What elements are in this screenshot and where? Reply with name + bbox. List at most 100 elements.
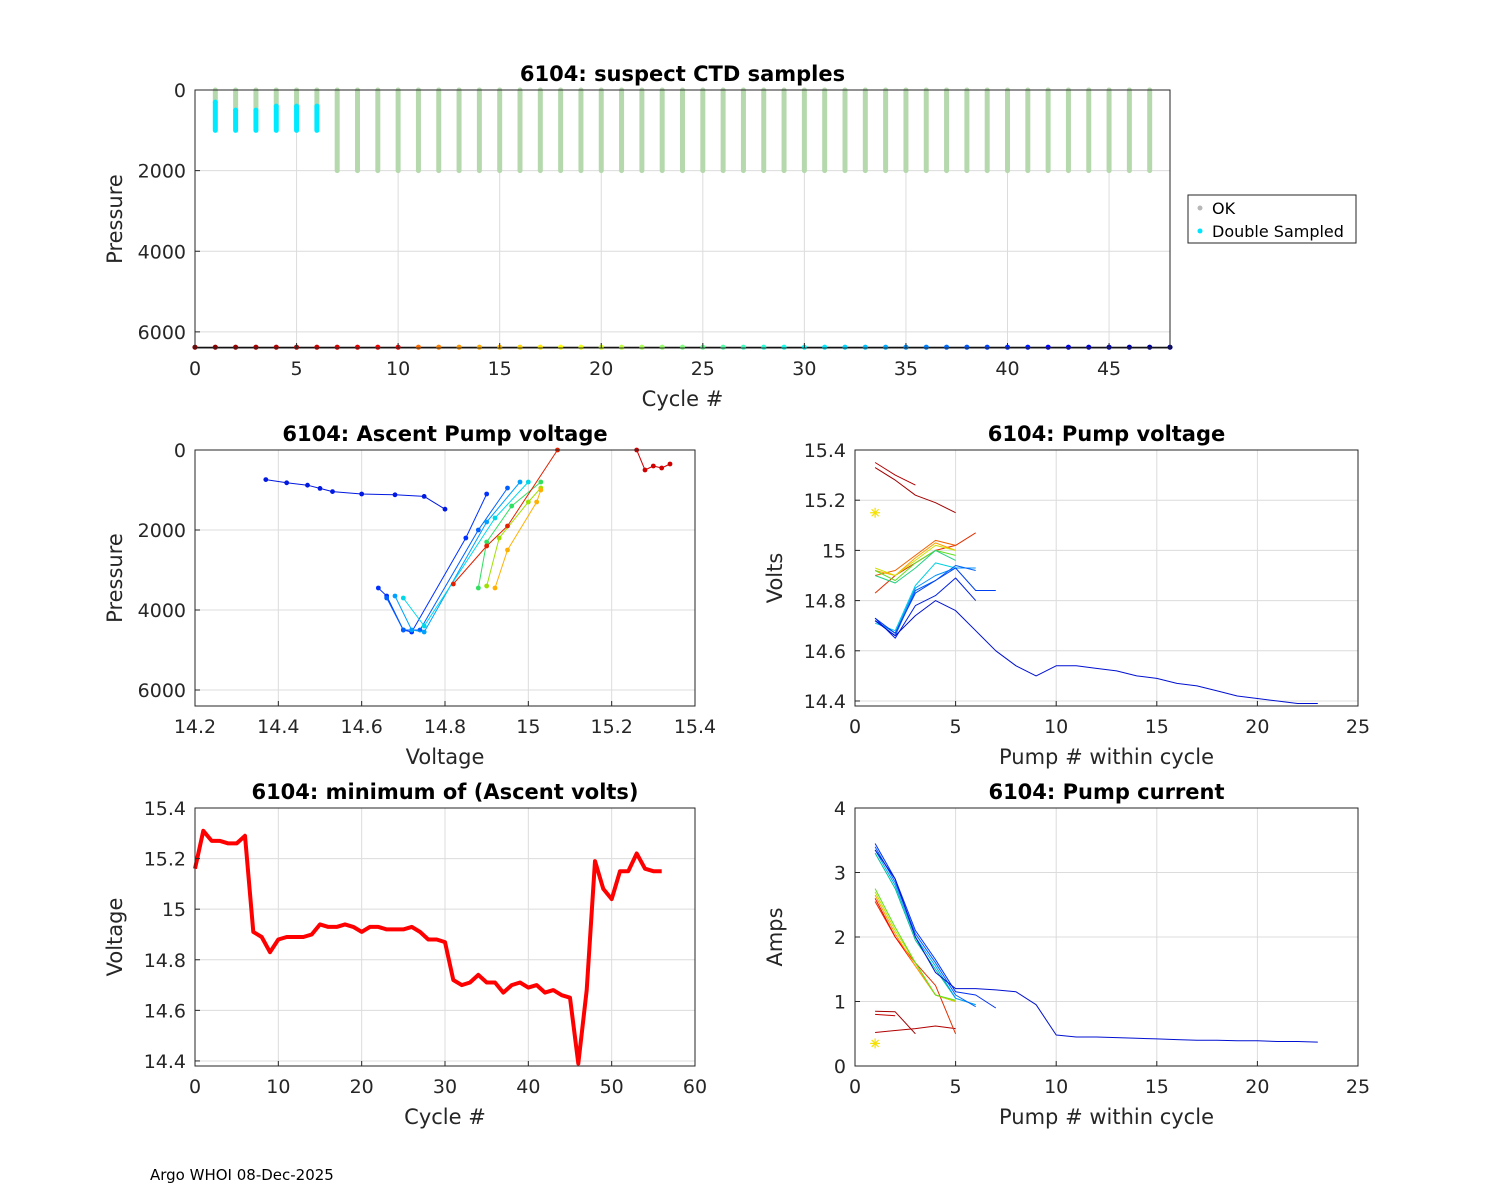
x-tick-label: 25 xyxy=(1346,1076,1370,1098)
data-point xyxy=(517,479,523,485)
x-tick-label: 0 xyxy=(189,358,201,380)
grid xyxy=(854,449,1359,706)
data-point xyxy=(475,585,481,591)
series-line xyxy=(452,449,558,585)
data-point xyxy=(392,593,398,599)
cycle-marker xyxy=(761,344,767,350)
chart-title: 6104: Ascent Pump voltage xyxy=(282,422,607,446)
cycle-marker xyxy=(273,344,279,350)
data-point xyxy=(284,480,290,486)
series-line xyxy=(486,487,542,587)
data-point xyxy=(463,535,469,541)
cycle-marker xyxy=(476,344,482,350)
x-tick-label: 5 xyxy=(291,358,303,380)
y-tick-label: 14.4 xyxy=(804,691,846,713)
cycle-marker xyxy=(720,344,726,350)
cycle-marker xyxy=(679,344,686,350)
data-point xyxy=(505,523,510,529)
panel-suspect-ctd-samples: 0 5 10 15 20 25 30 35 40 45 0 2000 4000 6000 6104: s… xyxy=(103,62,1357,411)
axes-frame xyxy=(854,449,1359,707)
legend-double-sampled-label: Double Sampled xyxy=(1212,222,1344,241)
data-point xyxy=(484,539,490,545)
series-line xyxy=(402,481,529,627)
data-point xyxy=(509,503,515,509)
series-line xyxy=(874,849,1318,1043)
cycle-marker xyxy=(1065,344,1072,350)
series-line xyxy=(193,828,662,1066)
x-tick-label: 15 xyxy=(1145,716,1169,738)
series-line xyxy=(874,549,956,581)
series-line xyxy=(874,467,956,514)
cycle-marker xyxy=(842,344,848,350)
x-tick-label: 15 xyxy=(516,716,540,738)
y-ticks: 14.4 14.6 14.8 15 15.2 15.4 xyxy=(804,440,860,713)
cycle-marker xyxy=(1147,344,1153,350)
star-marker xyxy=(870,507,881,518)
data-point xyxy=(667,461,673,467)
x-ticks: 0 5 10 15 20 25 xyxy=(849,1061,1370,1098)
axes-frame xyxy=(194,89,1171,349)
x-tick-label: 25 xyxy=(691,358,715,380)
data-point xyxy=(330,489,335,494)
x-tick-label: 30 xyxy=(792,358,816,380)
data-point xyxy=(538,479,544,485)
x-tick-label: 50 xyxy=(600,1076,624,1098)
cycle-marker xyxy=(1045,344,1051,350)
y-axis-label: Amps xyxy=(763,907,787,966)
grid xyxy=(854,807,1359,1067)
series-line xyxy=(874,891,956,1002)
cycle-marker xyxy=(659,344,665,350)
x-tick-label: 15 xyxy=(488,358,512,380)
chart-title: 6104: suspect CTD samples xyxy=(520,62,845,86)
cycle-marker xyxy=(883,344,889,350)
data-point xyxy=(650,463,656,469)
x-tick-label: 0 xyxy=(849,1076,861,1098)
y-axis-label: Pressure xyxy=(103,174,127,264)
x-tick-label: 20 xyxy=(589,358,613,380)
y-tick-label: 14.6 xyxy=(804,641,846,663)
y-ticks: 0 2000 4000 6000 xyxy=(138,80,200,344)
x-tick-label: 10 xyxy=(1044,716,1068,738)
y-tick-label: 15 xyxy=(822,540,846,562)
cycle-marker xyxy=(537,344,543,350)
footer-credit: Argo WHOI 08-Dec-2025 xyxy=(150,1166,334,1184)
data-point xyxy=(642,467,648,473)
panel-pump-voltage: 0 5 10 15 20 25 14.4 14.6 14.8 15 15.2 15.4 6104: … xyxy=(763,422,1370,769)
data-point xyxy=(305,482,310,488)
cycle-marker xyxy=(517,344,523,350)
x-tick-label: 10 xyxy=(1044,1076,1068,1098)
chart-title: 6104: Pump voltage xyxy=(988,422,1226,446)
cycle-marker xyxy=(781,344,787,350)
x-tick-label: 10 xyxy=(266,1076,290,1098)
series-line xyxy=(875,1010,916,1035)
y-tick-label: 3 xyxy=(834,863,846,885)
y-axis-label: Voltage xyxy=(103,898,127,977)
x-tick-label: 15.2 xyxy=(591,716,633,738)
y-tick-label: 2 xyxy=(834,927,846,949)
cycle-marker xyxy=(618,344,625,350)
y-tick-label: 0 xyxy=(174,440,186,462)
data-point xyxy=(263,477,269,482)
x-ticks: 0 5 10 15 20 25 xyxy=(849,701,1370,738)
y-tick-label: 4 xyxy=(834,798,846,820)
data-point xyxy=(505,547,510,553)
data-point xyxy=(496,535,502,541)
data-point xyxy=(534,499,540,505)
cycle-marker xyxy=(578,344,584,350)
data-point xyxy=(400,595,406,601)
y-tick-label: 1 xyxy=(834,992,846,1014)
grid xyxy=(194,807,696,1066)
x-axis-label: Pump # within cycle xyxy=(999,1105,1214,1129)
cycle-marker xyxy=(1025,344,1031,350)
cycle-marker xyxy=(943,344,950,350)
series-line xyxy=(874,849,976,1006)
cycle-marker xyxy=(862,344,868,350)
data-point xyxy=(421,629,427,635)
x-tick-label: 40 xyxy=(516,1076,540,1098)
panel-ascent-pump-voltage: 14.2 14.4 14.6 14.8 15 15.2 15.4 0 2000 4000 6000… xyxy=(103,422,716,769)
y-tick-label: 0 xyxy=(834,1056,846,1078)
x-axis-label: Cycle # xyxy=(642,387,724,411)
cycle-marker xyxy=(415,344,422,350)
x-tick-label: 14.2 xyxy=(174,716,216,738)
